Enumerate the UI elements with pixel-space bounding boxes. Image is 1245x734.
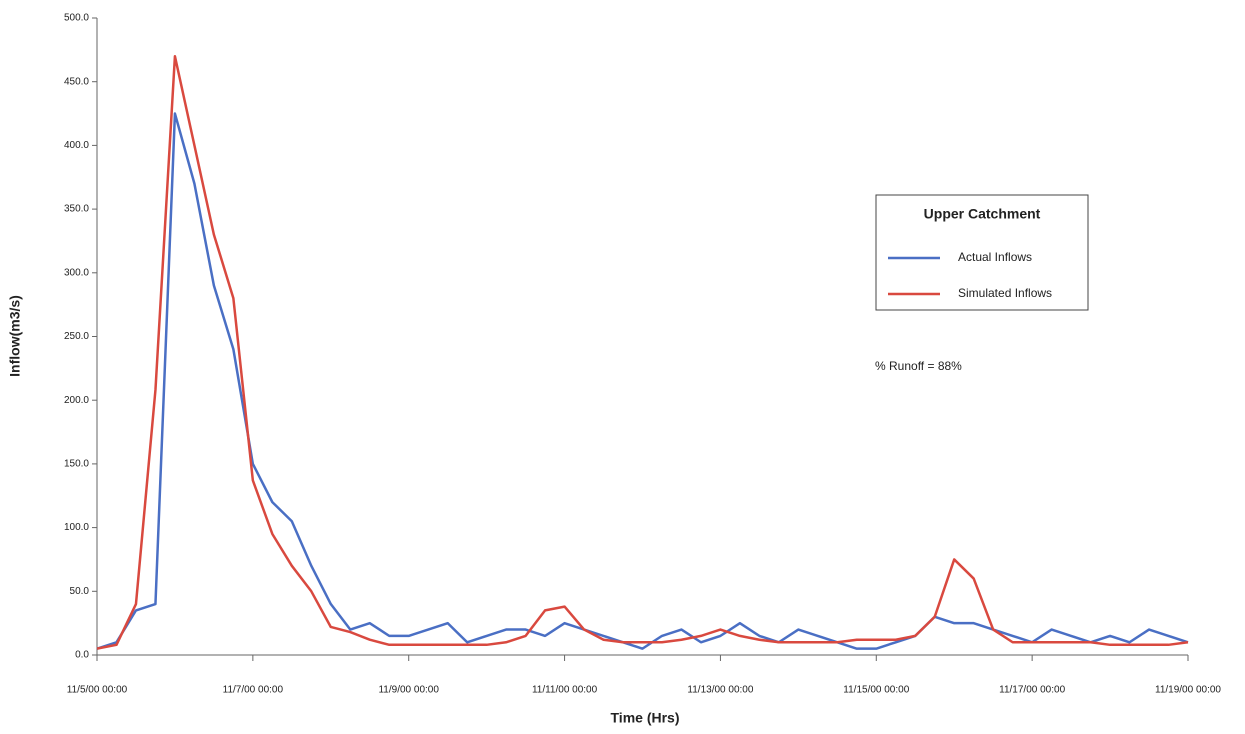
y-tick-label: 50.0 (70, 586, 90, 597)
legend-label: Actual Inflows (958, 250, 1032, 264)
y-tick-label: 0.0 (75, 650, 89, 661)
series-line (96, 112, 1189, 650)
y-tick-label: 500.0 (64, 13, 89, 24)
annotation: % Runoff = 88% (875, 359, 962, 373)
x-tick-label: 11/17/00 00:00 (999, 685, 1065, 696)
y-tick-label: 400.0 (64, 140, 89, 151)
y-tick-label: 100.0 (64, 522, 89, 533)
y-tick-label: 200.0 (64, 395, 89, 406)
y-tick-label: 350.0 (64, 204, 89, 215)
series-line (96, 54, 1189, 650)
y-axis-title: Inflow(m3/s) (7, 295, 23, 377)
x-tick-label: 11/7/00 00:00 (223, 685, 284, 696)
x-tick-label: 11/9/00 00:00 (378, 685, 439, 696)
legend-box (875, 194, 1089, 311)
x-tick-label: 11/11/00 00:00 (532, 685, 598, 696)
legend-label: Simulated Inflows (958, 286, 1052, 300)
x-tick-label: 11/19/00 00:00 (1155, 685, 1221, 696)
y-tick-label: 300.0 (64, 267, 89, 278)
x-tick-label: 11/13/00 00:00 (687, 685, 753, 696)
y-tick-label: 450.0 (64, 76, 89, 87)
y-tick-label: 250.0 (64, 331, 89, 342)
legend-title: Upper Catchment (924, 206, 1041, 222)
x-axis-title: Time (Hrs) (611, 710, 680, 726)
x-tick-label: 11/15/00 00:00 (843, 685, 909, 696)
y-tick-label: 150.0 (64, 459, 89, 470)
x-tick-label: 11/5/00 00:00 (67, 685, 128, 696)
